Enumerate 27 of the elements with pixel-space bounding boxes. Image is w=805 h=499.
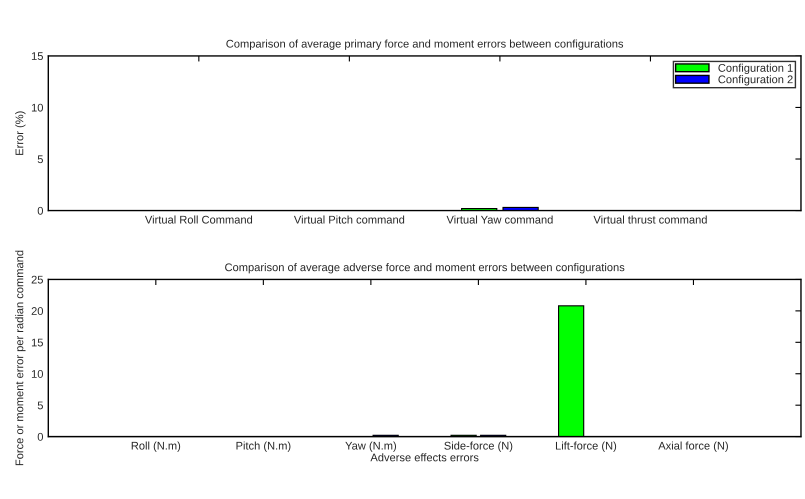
y-tick-label: 25	[32, 276, 43, 284]
x-tick-label: Pitch (N.m)	[236, 441, 290, 452]
x-tick-label: Virtual Pitch command	[294, 215, 404, 224]
x-tick-label: Roll (N.m)	[132, 441, 180, 452]
chart-title: Comparison of average adverse force and moment errors between configurations	[225, 263, 624, 274]
y-tick-label: 20	[32, 307, 44, 316]
y-tick-label: 15	[32, 338, 43, 346]
chart-title: Comparison of average primary force and moment errors between configurations	[226, 40, 624, 50]
x-tick-label: Virtual thrust command	[593, 215, 707, 224]
x-axis-title: Adverse effects errors	[370, 453, 478, 462]
x-tick-label: Lift-force (N)	[556, 441, 616, 452]
y-tick-label: 0	[38, 432, 44, 441]
y-tick-label: 10	[32, 104, 44, 112]
y-tick-label: 10	[32, 370, 44, 378]
y-tick-label: 5	[38, 155, 43, 164]
x-tick-label: Side-force (N)	[444, 441, 512, 452]
y-tick-label: 15	[32, 52, 43, 60]
legend-label: Configuration 2	[718, 75, 793, 86]
y-axis-title: Force or moment error per radian command	[15, 250, 26, 466]
y-tick-label: 0	[38, 206, 44, 215]
x-tick-label: Axial force (N)	[658, 441, 728, 452]
legend-label: Configuration 1	[718, 64, 793, 74]
y-tick-label: 5	[38, 402, 43, 410]
x-tick-label: Virtual Roll Command	[144, 215, 252, 224]
x-tick-label: Yaw (N.m)	[345, 441, 396, 452]
x-tick-label: Virtual Yaw command	[446, 215, 553, 224]
y-axis-title: Error (%)	[15, 111, 26, 155]
